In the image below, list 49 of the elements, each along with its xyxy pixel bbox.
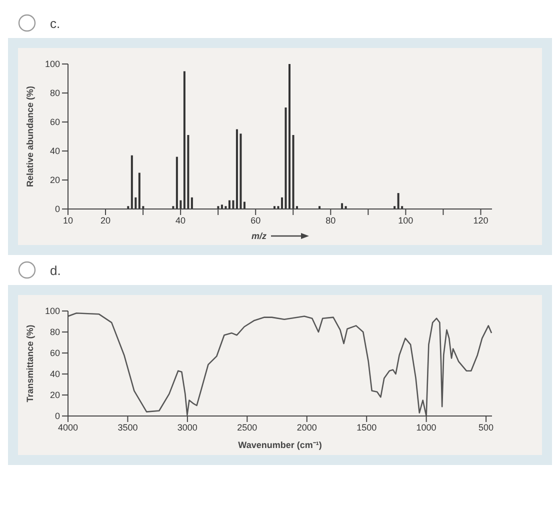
x-tick-label: 4000	[58, 422, 78, 432]
bar	[243, 202, 246, 209]
chart-title: c.	[50, 16, 60, 30]
x-tick-label: 100	[398, 215, 414, 226]
x-tick-label: 40	[176, 215, 186, 226]
y-axis-title: Transmittance (%)	[25, 324, 36, 402]
y-tick-label: 40	[50, 369, 60, 380]
bar	[138, 172, 140, 209]
x-tick-label: 10	[62, 215, 74, 226]
x-tick-label: 1000	[416, 422, 436, 432]
bar	[236, 129, 238, 209]
bar	[130, 155, 133, 209]
bar	[288, 64, 291, 209]
y-axis-title: Relative abundance (%)	[25, 86, 36, 188]
y-tick-label: 60	[50, 348, 60, 358]
y-tick-label: 0	[54, 204, 60, 214]
x-tick-label: 1500	[356, 422, 377, 432]
bar	[240, 134, 242, 209]
x-tick-label: 3500	[118, 422, 138, 432]
bar	[232, 200, 234, 209]
bar	[341, 203, 344, 209]
bar	[176, 156, 178, 209]
x-tick-label: 2500	[237, 422, 258, 432]
bar	[190, 197, 193, 209]
x-axis-title: m/z	[251, 231, 266, 241]
bar	[183, 71, 186, 209]
x-tick-label: 20	[100, 215, 111, 226]
bar	[292, 135, 294, 209]
x-tick-label: 2000	[296, 422, 317, 432]
bar	[228, 200, 230, 209]
y-tick-label: 40	[50, 146, 60, 156]
y-tick-label: 0	[54, 411, 60, 422]
x-tick-label: 120	[473, 215, 488, 226]
y-tick-label: 100	[44, 59, 60, 70]
bar	[220, 204, 223, 209]
x-tick-label: 3000	[177, 422, 198, 432]
x-tick-label: 500	[478, 422, 494, 432]
y-tick-label: 100	[44, 306, 60, 316]
bar	[397, 193, 400, 209]
y-tick-label: 80	[50, 327, 60, 338]
x-tick-label: 80	[326, 215, 336, 226]
x-axis-title: Wavenumber (cm⁻¹)	[238, 439, 322, 451]
chart-title: d.	[50, 262, 61, 278]
bar	[281, 197, 283, 209]
y-tick-label: 20	[50, 390, 60, 400]
x-tick-label: 60	[250, 215, 261, 226]
y-tick-label: 60	[50, 117, 60, 128]
y-tick-label: 80	[50, 88, 60, 98]
y-tick-label: 20	[50, 175, 60, 186]
